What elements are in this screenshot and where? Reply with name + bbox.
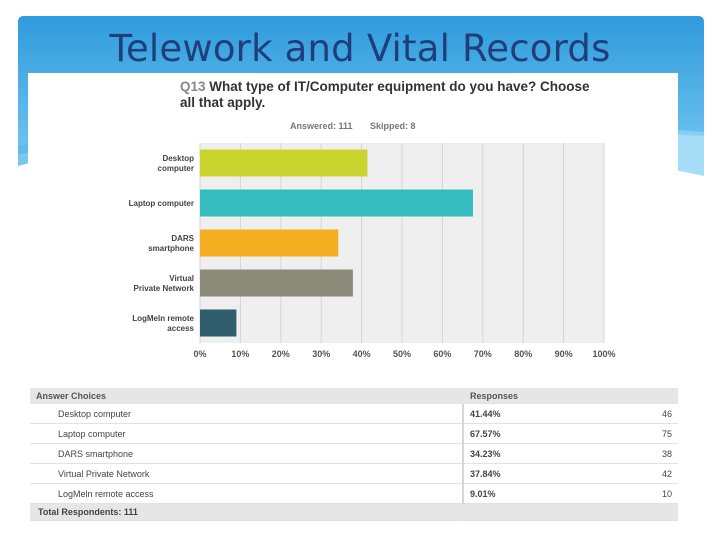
- response-percent: 67.57%: [464, 424, 646, 444]
- response-count: 38: [646, 444, 678, 464]
- bar: [200, 309, 237, 337]
- question-number: Q13: [180, 79, 206, 94]
- skipped-count: Skipped: 8: [370, 121, 416, 131]
- answer-choice: Virtual Private Network: [30, 464, 462, 484]
- question-text: What type of IT/Computer equipment do yo…: [180, 79, 590, 110]
- category-label: Desktop: [162, 154, 194, 163]
- x-tick-label: 20%: [272, 349, 290, 359]
- bar-chart: 0% 10% 20% 30% 40% 50% 60% 70% 80% 90% 100% Desktop…: [129, 143, 616, 359]
- column-divider: [462, 424, 464, 444]
- response-percent: 41.44%: [464, 404, 646, 424]
- bar: [200, 229, 339, 257]
- responses-table: Answer Choices Responses Desktop compute…: [30, 388, 678, 521]
- response-percent: 37.84%: [464, 464, 646, 484]
- x-tick-label: 50%: [393, 349, 411, 359]
- table-row: DARS smartphone 34.23% 38: [30, 444, 678, 464]
- question-title: Q13 What type of IT/Computer equipment d…: [180, 79, 600, 111]
- category-label: computer: [158, 164, 194, 173]
- answer-choice: LogMeln remote access: [30, 484, 462, 504]
- response-count: 46: [646, 404, 678, 424]
- category-label: LogMeln remote: [132, 314, 194, 323]
- table-row: Virtual Private Network 37.84% 42: [30, 464, 678, 484]
- x-tick-label: 0%: [193, 349, 206, 359]
- x-tick-label: 10%: [231, 349, 249, 359]
- bar: [200, 149, 368, 177]
- x-tick-label: 80%: [514, 349, 532, 359]
- column-divider: [462, 504, 464, 521]
- footer-empty: [464, 504, 678, 521]
- x-tick-label: 40%: [353, 349, 371, 359]
- response-count: 42: [646, 464, 678, 484]
- category-label: Laptop computer: [129, 199, 194, 208]
- response-count: 10: [646, 484, 678, 504]
- survey-panel: Q13 What type of IT/Computer equipment d…: [28, 73, 678, 528]
- answer-choices-header: Answer Choices: [30, 388, 462, 404]
- column-divider: [462, 484, 464, 504]
- answer-choice: Desktop computer: [30, 404, 462, 424]
- table-row: LogMeln remote access 9.01% 10: [30, 484, 678, 504]
- table-row: Laptop computer 67.57% 75: [30, 424, 678, 444]
- answer-choice: DARS smartphone: [30, 444, 462, 464]
- response-percent: 9.01%: [464, 484, 646, 504]
- column-divider: [462, 444, 464, 464]
- table-row: Desktop computer 41.44% 46: [30, 404, 678, 424]
- response-count: 75: [646, 424, 678, 444]
- total-respondents: Total Respondents: 111: [30, 504, 462, 521]
- bar: [200, 269, 353, 297]
- column-divider: [462, 388, 464, 404]
- x-tick-label: 100%: [592, 349, 615, 359]
- responses-header: Responses: [464, 388, 678, 404]
- x-tick-label: 90%: [555, 349, 573, 359]
- category-label: smartphone: [148, 244, 194, 253]
- answered-count: Answered: 111: [290, 121, 353, 131]
- column-divider: [462, 464, 464, 484]
- bar: [200, 189, 473, 217]
- category-label: access: [167, 324, 194, 333]
- table-footer-row: Total Respondents: 111: [30, 504, 678, 521]
- category-label: Private Network: [134, 284, 195, 293]
- category-label: Virtual: [169, 274, 194, 283]
- table-header-row: Answer Choices Responses: [30, 388, 678, 404]
- slide-title: Telework and Vital Records: [109, 27, 611, 70]
- answer-choice: Laptop computer: [30, 424, 462, 444]
- column-divider: [462, 404, 464, 424]
- x-tick-label: 30%: [312, 349, 330, 359]
- x-tick-label: 60%: [433, 349, 451, 359]
- category-label: DARS: [171, 234, 194, 243]
- response-percent: 34.23%: [464, 444, 646, 464]
- x-tick-label: 70%: [474, 349, 492, 359]
